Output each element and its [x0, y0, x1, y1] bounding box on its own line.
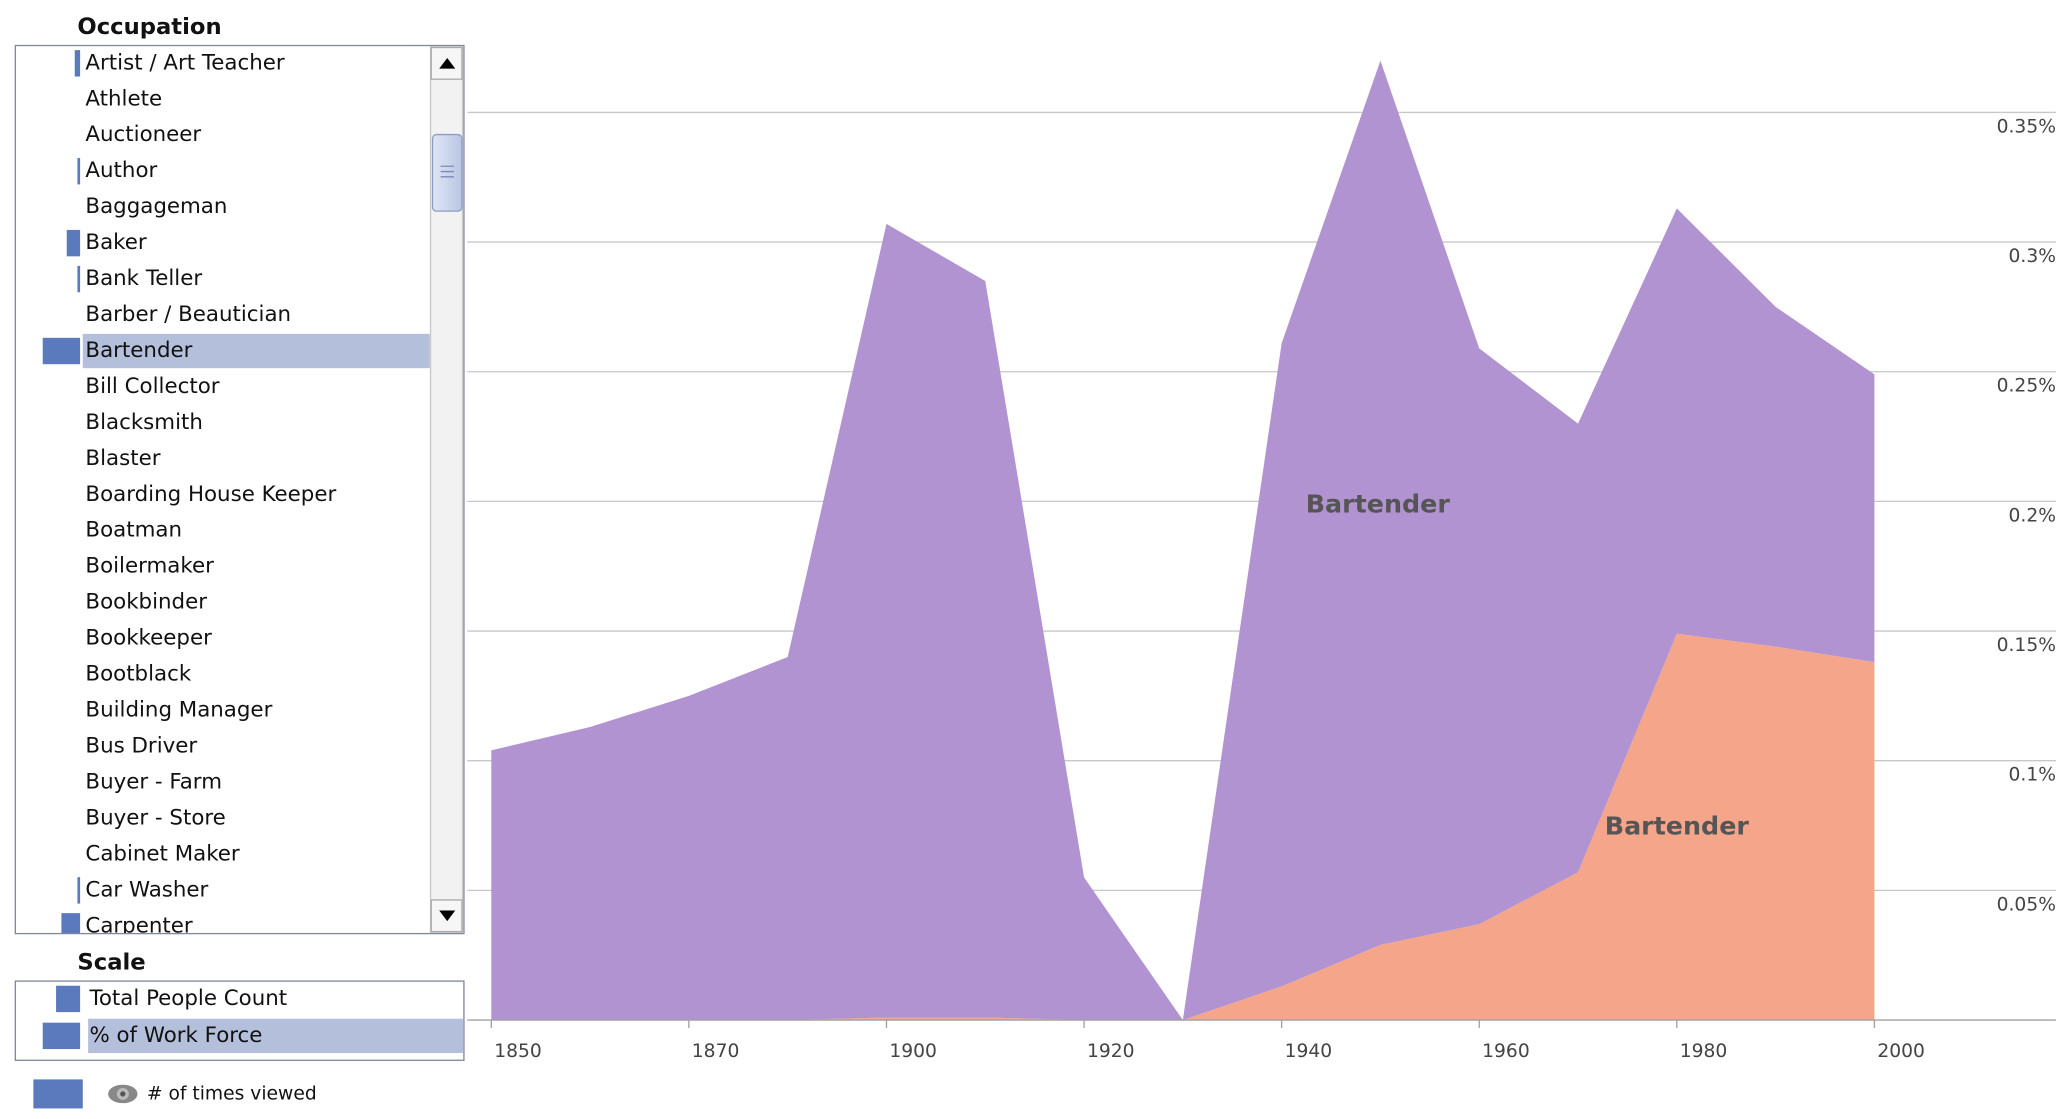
- y-tick-label: 0.3%: [2009, 246, 2056, 267]
- occupation-items: Artist / Art Teacher Athlete Auctioneer Aut…: [42, 50, 430, 938]
- view-bar: [66, 229, 81, 257]
- occupation-item[interactable]: Athlete: [85, 86, 162, 111]
- x-tick-label: 1920: [1087, 1041, 1135, 1062]
- view-bar: [42, 1022, 81, 1050]
- occupation-item[interactable]: Barber / Beautician: [85, 302, 291, 327]
- occupation-item[interactable]: Bus Driver: [85, 734, 197, 759]
- scale-item[interactable]: % of Work Force: [89, 1023, 262, 1048]
- occupation-item[interactable]: Baggageman: [85, 194, 227, 219]
- x-tick-label: 1980: [1680, 1041, 1728, 1062]
- occupation-item[interactable]: Bookbinder: [85, 590, 207, 615]
- x-tick-label: 1870: [692, 1041, 740, 1062]
- y-tick-label: 0.25%: [1997, 376, 2056, 397]
- scroll-thumb[interactable]: [431, 133, 463, 212]
- view-bar: [74, 50, 81, 77]
- y-tick-label: 0.05%: [1997, 894, 2056, 915]
- occupation-item[interactable]: Boatman: [85, 518, 182, 543]
- occupation-item[interactable]: Baker: [85, 230, 147, 255]
- x-tick-label: 1900: [889, 1041, 937, 1062]
- occupation-item[interactable]: Car Washer: [85, 877, 208, 902]
- view-bar: [56, 985, 81, 1013]
- x-tick-label: 1850: [494, 1041, 542, 1062]
- scale-items: Total People Count % of Work Force: [42, 985, 464, 1054]
- occupation-item[interactable]: Buyer - Store: [85, 806, 225, 831]
- occupation-item[interactable]: Bank Teller: [85, 266, 202, 291]
- occupation-item[interactable]: Boarding House Keeper: [85, 482, 336, 507]
- occupation-list[interactable]: [14, 44, 465, 935]
- area[interactable]: [491, 633, 1875, 1021]
- occupation-item[interactable]: Blacksmith: [85, 410, 202, 435]
- view-bar: [77, 265, 81, 293]
- occupation-item[interactable]: Carpenter: [85, 913, 193, 938]
- area-label: Bartender: [1605, 811, 1750, 840]
- selection-highlight: [82, 333, 430, 369]
- occupation-item[interactable]: Boilermaker: [85, 554, 214, 579]
- view-bar: [61, 913, 81, 933]
- scale-item[interactable]: Total People Count: [88, 986, 287, 1011]
- occupation-item[interactable]: Buyer - Farm: [85, 770, 222, 795]
- view-bar: [77, 877, 81, 904]
- x-tick-label: 2000: [1877, 1041, 1925, 1062]
- occupation-title: Occupation: [77, 14, 221, 40]
- chart: Bartender Bartender 0.05% 0.1% 0.15% 0.2% 0.25…: [467, 60, 2056, 1062]
- occupation-item[interactable]: Cabinet Maker: [85, 842, 240, 867]
- scrollbar[interactable]: [429, 46, 464, 933]
- occupation-item[interactable]: Bill Collector: [85, 374, 219, 399]
- occupation-item[interactable]: Auctioneer: [85, 122, 201, 147]
- area[interactable]: [491, 60, 1875, 1021]
- y-tick-label: 0.1%: [2009, 765, 2056, 786]
- occupation-item[interactable]: Bootblack: [85, 662, 191, 687]
- occupation-item[interactable]: Author: [85, 158, 157, 183]
- scale-title: Scale: [77, 950, 145, 976]
- selection-highlight: [88, 1018, 464, 1054]
- y-tick-label: 0.15%: [1997, 635, 2056, 656]
- occupation-item[interactable]: Artist / Art Teacher: [85, 50, 285, 75]
- y-tick-label: 0.2%: [2009, 505, 2056, 526]
- occupation-item[interactable]: Bookkeeper: [85, 626, 212, 651]
- occupation-item[interactable]: Bartender: [85, 338, 192, 363]
- area-label: Bartender: [1306, 489, 1451, 518]
- view-bar: [42, 337, 81, 365]
- x-tick-label: 1940: [1285, 1041, 1333, 1062]
- legend-swatch: [33, 1079, 83, 1109]
- legend-label: # of times viewed: [147, 1083, 317, 1104]
- view-bar: [77, 158, 81, 185]
- occupation-item[interactable]: Blaster: [85, 446, 160, 471]
- occupation-item[interactable]: Building Manager: [85, 698, 272, 723]
- eye-icon: [108, 1084, 138, 1104]
- x-tick-label: 1960: [1482, 1041, 1530, 1062]
- y-tick-label: 0.35%: [1997, 117, 2056, 138]
